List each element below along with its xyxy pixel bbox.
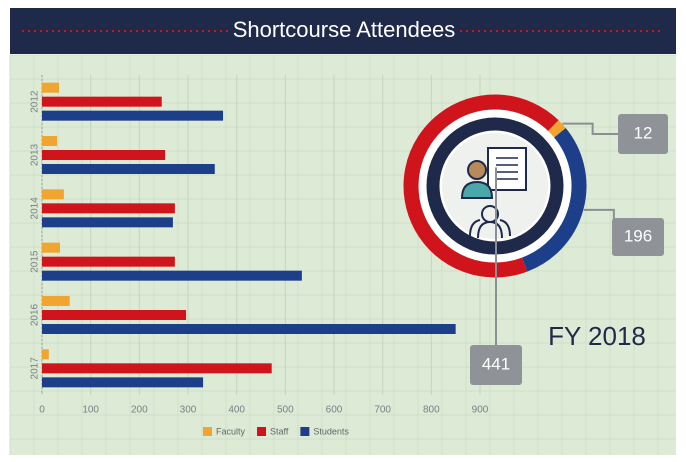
bar xyxy=(42,324,456,334)
legend-swatch xyxy=(203,427,212,436)
header-band xyxy=(10,8,676,54)
bar xyxy=(42,296,70,306)
legend-label: Faculty xyxy=(216,426,246,436)
y-tick-label: 2012 xyxy=(30,90,41,113)
bar xyxy=(42,189,64,200)
donut-segment xyxy=(521,127,587,272)
bar xyxy=(42,349,49,360)
donut-title: FY 2018 xyxy=(548,321,646,351)
y-tick-label: 2016 xyxy=(30,303,41,326)
bar xyxy=(42,164,215,174)
value-box xyxy=(470,345,522,385)
donut-segment xyxy=(548,120,566,138)
bar xyxy=(42,363,272,374)
bar xyxy=(42,96,162,107)
bar xyxy=(42,150,166,160)
x-tick-label: 700 xyxy=(374,405,391,416)
bar xyxy=(42,242,61,253)
bar xyxy=(42,217,173,228)
legend-label: Students xyxy=(313,426,349,436)
donut-segment xyxy=(403,94,559,278)
x-tick-label: 0 xyxy=(39,405,45,416)
value-label: 12 xyxy=(634,123,653,142)
x-tick-label: 600 xyxy=(326,405,343,416)
bar xyxy=(42,377,204,388)
x-tick-label: 300 xyxy=(180,405,197,416)
chart-title: Shortcourse Attendees xyxy=(233,17,456,42)
value-box xyxy=(618,114,668,154)
legend-swatch xyxy=(257,427,267,436)
x-tick-label: 800 xyxy=(423,405,440,416)
x-tick-label: 200 xyxy=(131,405,148,416)
chart-background xyxy=(10,55,676,455)
legend-swatch xyxy=(300,427,310,436)
y-tick-label: 2017 xyxy=(30,357,41,380)
x-tick-label: 400 xyxy=(228,405,245,416)
bar xyxy=(42,203,175,214)
icon-head xyxy=(467,160,487,180)
leader-line xyxy=(562,122,618,135)
icon-audience xyxy=(469,205,511,239)
value-box xyxy=(612,218,664,256)
bar xyxy=(42,256,175,267)
value-label: 196 xyxy=(624,226,652,245)
bar xyxy=(42,136,58,146)
bar xyxy=(42,110,224,121)
bar xyxy=(42,270,302,281)
x-tick-label: 100 xyxy=(82,405,99,416)
icon-board xyxy=(487,147,527,191)
y-tick-label: 2014 xyxy=(30,197,41,220)
bar xyxy=(42,82,60,93)
value-label: 441 xyxy=(482,354,510,373)
legend-label: Staff xyxy=(270,426,289,436)
icon-body xyxy=(460,180,494,199)
y-tick-label: 2013 xyxy=(30,143,41,166)
y-tick-label: 2015 xyxy=(30,250,41,273)
x-tick-label: 500 xyxy=(277,405,294,416)
x-tick-label: 900 xyxy=(472,405,489,416)
bar xyxy=(42,310,187,320)
